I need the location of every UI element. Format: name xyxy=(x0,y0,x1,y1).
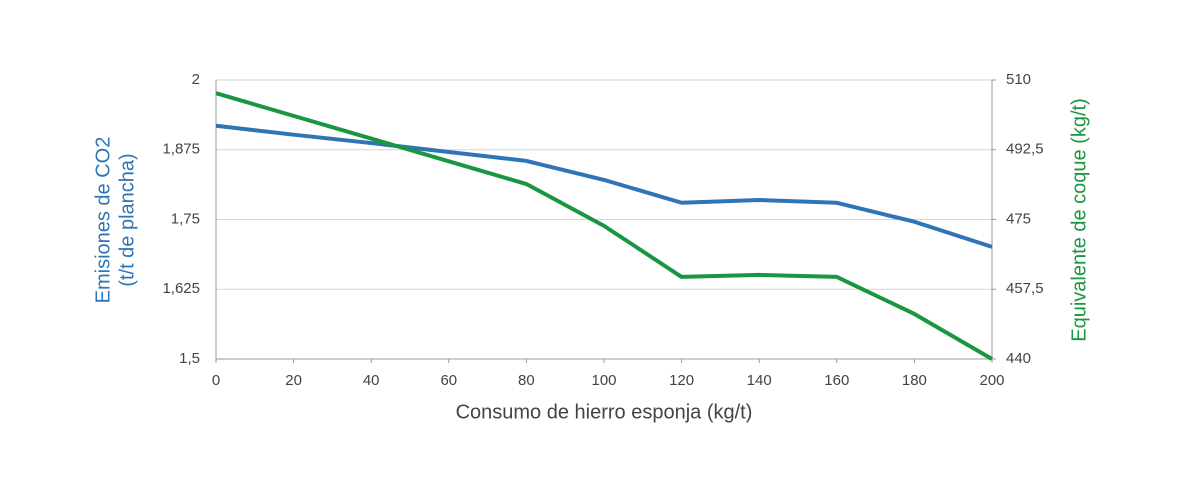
line-series xyxy=(215,91,994,361)
y-axis-title-line: (t/t de plancha) xyxy=(116,153,138,286)
x-tick-label: 60 xyxy=(440,372,457,389)
y-axis-title-line: Emisiones de CO2 xyxy=(92,137,114,304)
y-axis-title: Emisiones de CO2 (t/t de plancha) xyxy=(92,137,138,304)
x-tick-label: 80 xyxy=(518,372,535,389)
line-series xyxy=(215,123,993,249)
x-tick-label: 40 xyxy=(363,372,380,389)
x-tick-label: 120 xyxy=(669,372,694,389)
y-tick-label: 1,625 xyxy=(162,280,200,297)
y-tick-label: 2 xyxy=(192,71,200,88)
y2-tick-label: 457,5 xyxy=(1006,280,1044,297)
x-tick-label: 20 xyxy=(285,372,302,389)
x-tick-label: 160 xyxy=(824,372,849,389)
x-tick-label: 100 xyxy=(591,372,616,389)
y2-tick-label: 475 xyxy=(1006,210,1031,227)
y-tick-label: 1,75 xyxy=(171,210,200,227)
y-tick-label: 1,875 xyxy=(162,141,200,158)
y-tick-label: 1,5 xyxy=(179,350,200,367)
x-axis-title: Consumo de hierro esponja (kg/t) xyxy=(456,401,753,423)
y2-axis-title: Equivalente de coque (kg/t) xyxy=(1068,98,1090,342)
y2-tick-label: 510 xyxy=(1006,71,1031,88)
y2-tick-label: 492,5 xyxy=(1006,141,1044,158)
y2-tick-label: 440 xyxy=(1006,350,1031,367)
x-tick-label: 0 xyxy=(212,372,220,389)
x-tick-label: 140 xyxy=(747,372,772,389)
x-tick-label: 180 xyxy=(902,372,927,389)
x-tick-label: 200 xyxy=(979,372,1004,389)
